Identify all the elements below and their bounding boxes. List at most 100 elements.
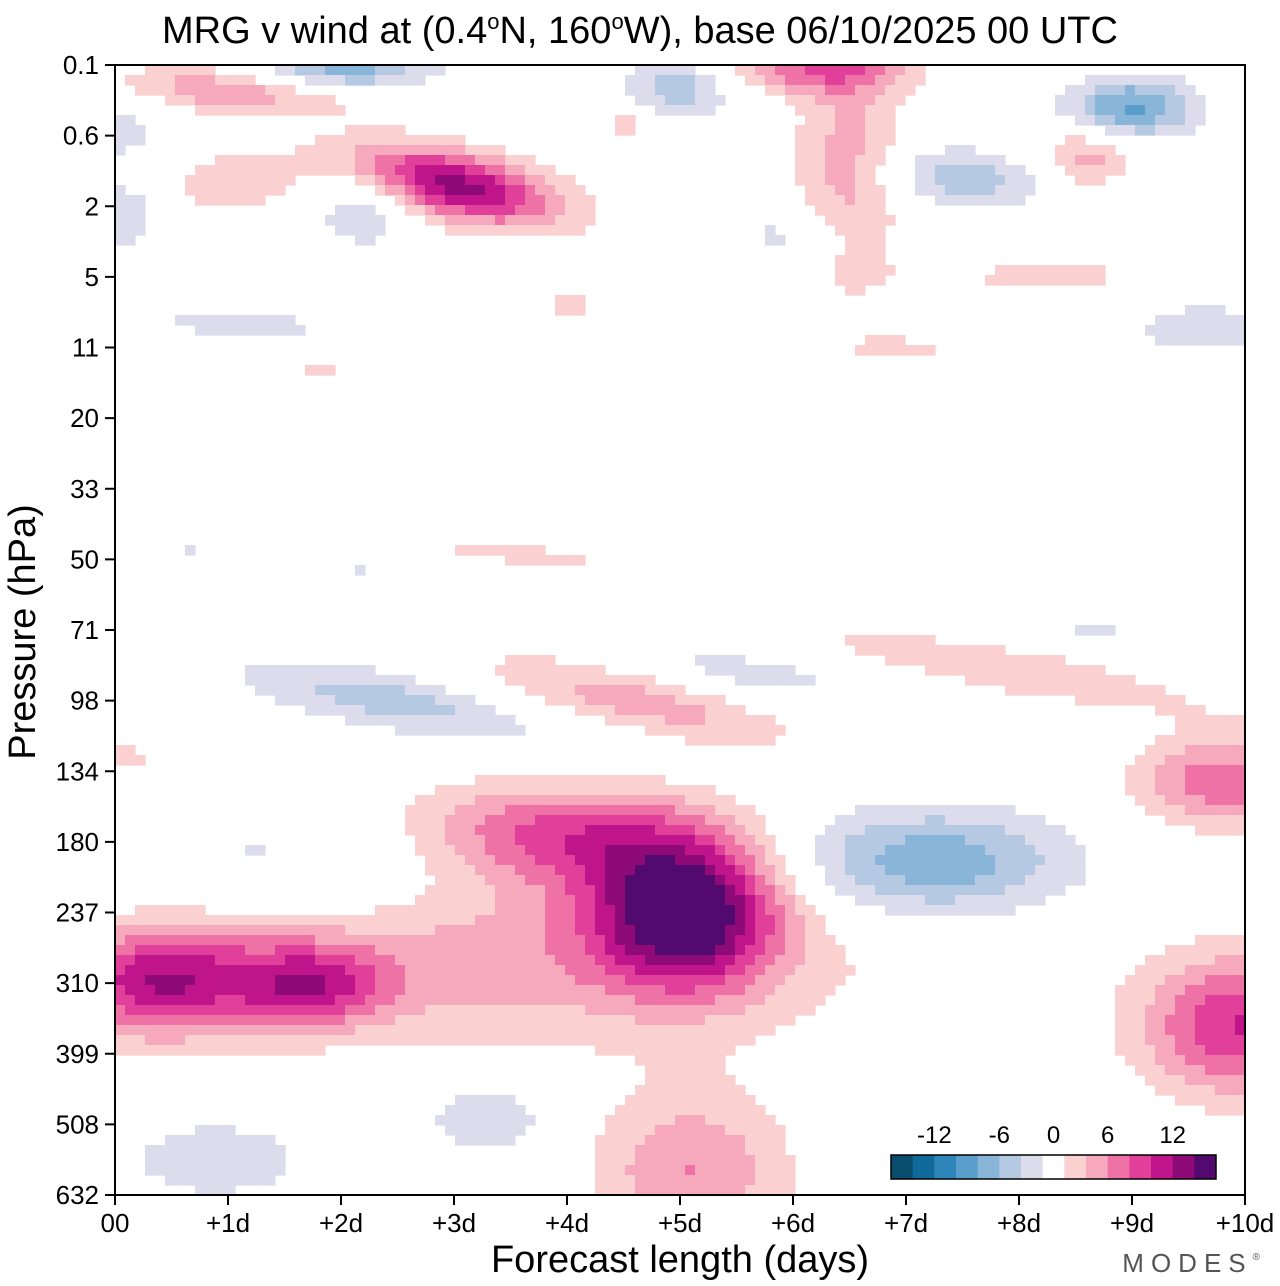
contour-cell <box>525 805 536 816</box>
contour-cell <box>635 815 646 826</box>
contour-cell <box>425 955 436 966</box>
contour-cell <box>1045 665 1056 676</box>
contour-cell <box>785 1165 796 1176</box>
contour-cell <box>595 875 606 886</box>
contour-cell <box>815 995 826 1006</box>
contour-cell <box>275 1005 286 1016</box>
contour-cell <box>865 865 876 876</box>
contour-cell <box>375 1005 386 1016</box>
contour-cell <box>775 235 786 246</box>
contour-cell <box>605 1025 616 1036</box>
contour-cell <box>815 175 826 186</box>
contour-cell <box>715 935 726 946</box>
contour-cell <box>695 795 706 806</box>
contour-cell <box>755 725 766 736</box>
contour-cell <box>405 715 416 726</box>
contour-cell <box>235 85 246 96</box>
contour-cell <box>1205 805 1216 816</box>
contour-cell <box>1155 1015 1166 1026</box>
contour-cell <box>425 1005 436 1016</box>
contour-cell <box>575 675 586 686</box>
contour-cell <box>115 1025 126 1036</box>
contour-cell <box>965 655 976 666</box>
contour-cell <box>555 195 566 206</box>
contour-cell <box>205 105 216 116</box>
contour-cell <box>535 925 546 936</box>
contour-cell <box>1215 1065 1226 1076</box>
contour-cell <box>235 975 246 986</box>
contour-cell <box>235 1015 246 1026</box>
contour-cell <box>815 945 826 956</box>
contour-cell <box>825 135 836 146</box>
contour-cell <box>445 875 456 886</box>
contour-cell <box>355 935 366 946</box>
contour-cell <box>205 1125 216 1136</box>
contour-cell <box>295 325 306 336</box>
contour-cell <box>715 855 726 866</box>
contour-cell <box>755 665 766 676</box>
contour-cell <box>995 655 1006 666</box>
contour-cell <box>235 165 246 176</box>
contour-cell <box>115 1035 126 1046</box>
contour-cell <box>865 855 876 866</box>
contour-cell <box>475 845 486 856</box>
contour-cell <box>685 935 696 946</box>
contour-cell <box>465 1035 476 1046</box>
contour-cell <box>255 935 266 946</box>
contour-cell <box>215 975 226 986</box>
contour-cell <box>165 1005 176 1016</box>
contour-cell <box>735 715 746 726</box>
contour-cell <box>395 145 406 156</box>
contour-cell <box>735 1025 746 1036</box>
contour-cell <box>195 1125 206 1136</box>
contour-cell <box>645 1015 656 1026</box>
contour-cell <box>1165 125 1176 136</box>
contour-cell <box>625 895 636 906</box>
contour-cell <box>1155 735 1166 746</box>
contour-cell <box>655 1105 666 1116</box>
contour-cell <box>735 1005 746 1016</box>
contour-cell <box>475 205 486 216</box>
contour-cell <box>965 825 976 836</box>
contour-cell <box>835 145 846 156</box>
contour-cell <box>605 795 616 806</box>
contour-cell <box>1015 175 1026 186</box>
contour-cell <box>675 935 686 946</box>
contour-cell <box>195 1135 206 1146</box>
contour-cell <box>615 1155 626 1166</box>
contour-cell <box>665 65 676 76</box>
contour-cell <box>835 875 846 886</box>
contour-cell <box>815 855 826 866</box>
colorbar-swatch <box>1129 1155 1152 1179</box>
contour-cell <box>705 805 716 816</box>
contour-cell <box>435 945 446 956</box>
contour-cell <box>635 1165 646 1176</box>
contour-cell <box>275 695 286 706</box>
contour-cell <box>355 1025 366 1036</box>
contour-cell <box>205 175 216 186</box>
contour-cell <box>1215 1075 1226 1086</box>
contour-cell <box>235 1135 246 1146</box>
contour-cell <box>625 975 636 986</box>
contour-cell <box>985 805 996 816</box>
contour-cell <box>945 185 956 196</box>
contour-cell <box>1165 995 1176 1006</box>
contour-cell <box>1225 745 1236 756</box>
contour-cell <box>515 555 526 566</box>
contour-cell <box>725 1025 736 1036</box>
contour-cell <box>805 165 816 176</box>
contour-cell <box>725 1035 736 1046</box>
contour-cell <box>275 995 286 1006</box>
contour-cell <box>945 895 956 906</box>
contour-cell <box>565 815 576 826</box>
contour-cell <box>375 215 386 226</box>
contour-cell <box>795 125 806 136</box>
contour-cell <box>165 75 176 86</box>
contour-cell <box>265 1155 276 1166</box>
contour-cell <box>545 1005 556 1016</box>
contour-cell <box>475 975 486 986</box>
contour-cell <box>1085 625 1096 636</box>
contour-cell <box>435 835 446 846</box>
contour-cell <box>595 1145 606 1156</box>
contour-cell <box>1125 695 1136 706</box>
